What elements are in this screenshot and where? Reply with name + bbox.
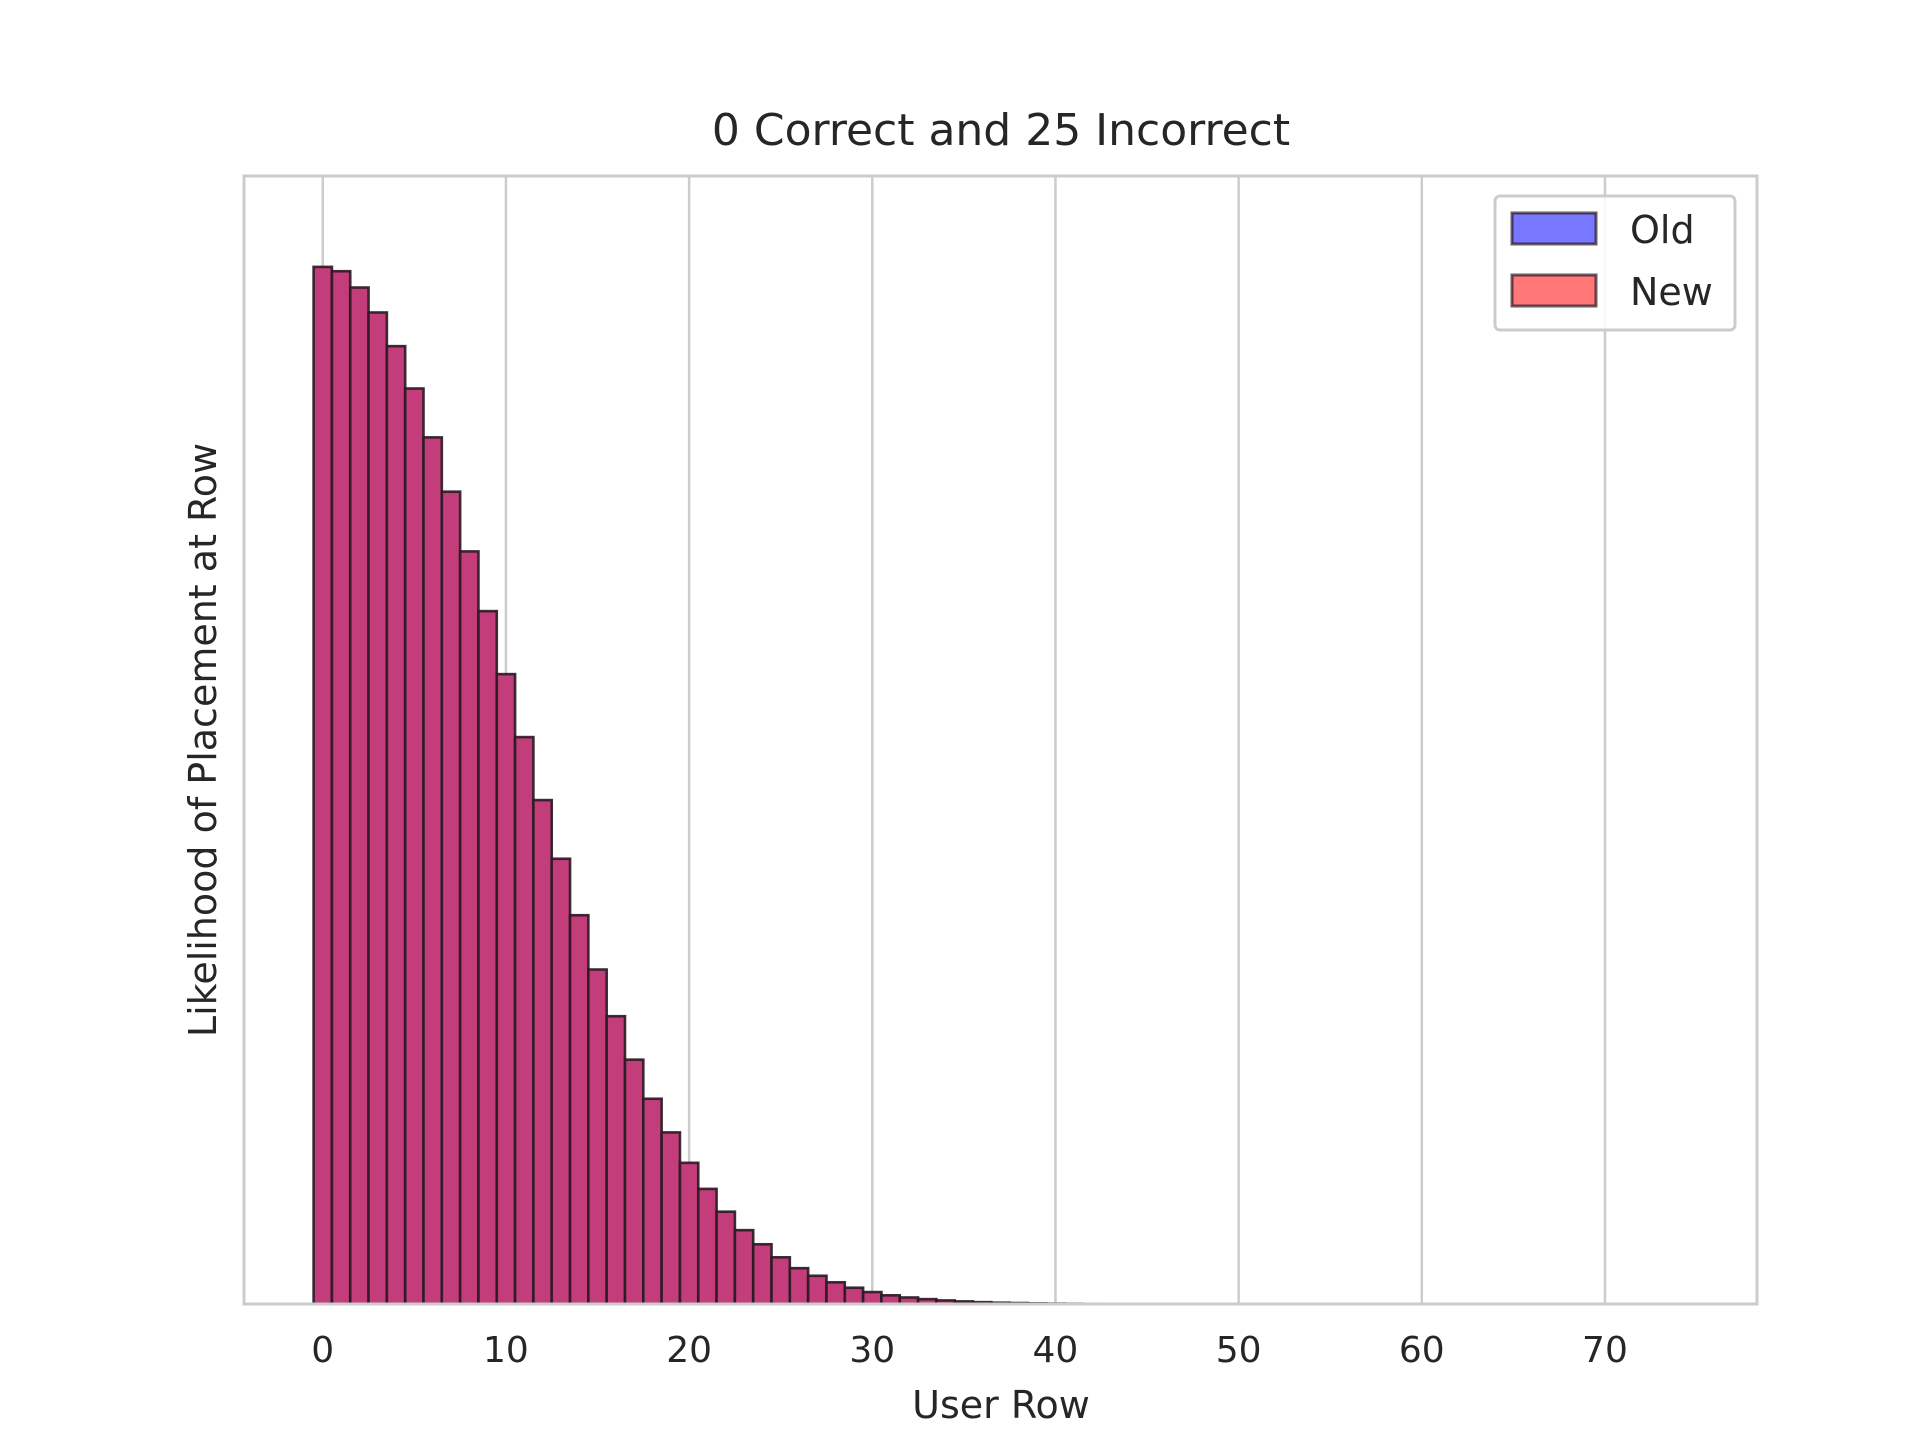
bar-outline: [660, 1131, 682, 1306]
bar-outline: [513, 735, 535, 1306]
bar-outline: [623, 1058, 645, 1306]
bar-outline: [788, 1266, 810, 1306]
bar-outline: [385, 344, 407, 1306]
chart-title: 0 Correct and 25 Incorrect: [712, 105, 1290, 156]
bar-outline: [495, 672, 517, 1306]
bar-outline: [440, 490, 462, 1306]
x-tick-label: 50: [1216, 1330, 1262, 1371]
bar-outline: [403, 387, 425, 1306]
bar-outline: [678, 1161, 700, 1306]
bar-outline: [422, 436, 444, 1306]
x-tick-label: 10: [483, 1330, 529, 1371]
x-tick-labels: 0 10 20 30 40 50 60 70: [311, 1330, 1628, 1371]
x-tick-label: 0: [311, 1330, 334, 1371]
bar-outline: [367, 311, 389, 1306]
bar-outline: [733, 1228, 755, 1306]
bar-outline: [806, 1274, 828, 1306]
bar-outline: [312, 265, 334, 1306]
x-tick-label: 60: [1399, 1330, 1445, 1371]
bar-outline: [587, 968, 608, 1306]
bar-outline: [825, 1280, 847, 1306]
bar-outline: [696, 1187, 718, 1306]
bar-outline: [861, 1290, 883, 1306]
bar-outline: [843, 1286, 865, 1306]
x-axis-label: User Row: [912, 1383, 1090, 1427]
bar-outline: [550, 857, 572, 1306]
legend: Old New: [1493, 194, 1737, 332]
bar-outline: [715, 1210, 737, 1306]
x-tick-label: 20: [666, 1330, 712, 1371]
legend-label-new: New: [1630, 270, 1713, 314]
legend-swatch-old: [1510, 211, 1598, 246]
bar-outlines: [312, 265, 1103, 1306]
bar-outline: [477, 609, 499, 1306]
bar-outline: [568, 913, 590, 1306]
bar-outline: [330, 269, 352, 1306]
bar-outline: [458, 550, 480, 1306]
bar-outline: [605, 1014, 627, 1306]
x-tick-label: 30: [849, 1330, 895, 1371]
x-tick-label: 40: [1033, 1330, 1079, 1371]
bar-outline: [642, 1097, 663, 1306]
bar-outline: [751, 1242, 773, 1306]
x-tick-label: 70: [1582, 1330, 1628, 1371]
bar-outline: [770, 1256, 792, 1306]
y-axis-label: Likelihood of Placement at Row: [181, 443, 225, 1037]
legend-swatch-new: [1510, 273, 1598, 308]
legend-label-old: Old: [1630, 208, 1695, 252]
bar-outline: [532, 798, 554, 1306]
bar-outline: [348, 286, 370, 1306]
plot-frame: [242, 174, 1759, 1306]
